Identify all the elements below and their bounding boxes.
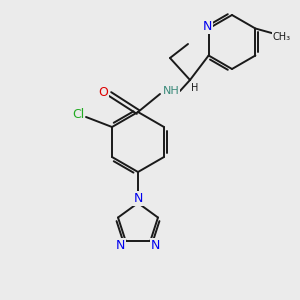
Text: Cl: Cl xyxy=(72,109,84,122)
Text: N: N xyxy=(133,191,143,205)
Text: N: N xyxy=(116,239,125,253)
Text: N: N xyxy=(203,20,212,33)
Text: O: O xyxy=(98,85,108,98)
Text: NH: NH xyxy=(163,86,179,96)
Text: H: H xyxy=(191,83,199,93)
Text: CH₃: CH₃ xyxy=(272,32,290,41)
Text: N: N xyxy=(151,239,160,253)
